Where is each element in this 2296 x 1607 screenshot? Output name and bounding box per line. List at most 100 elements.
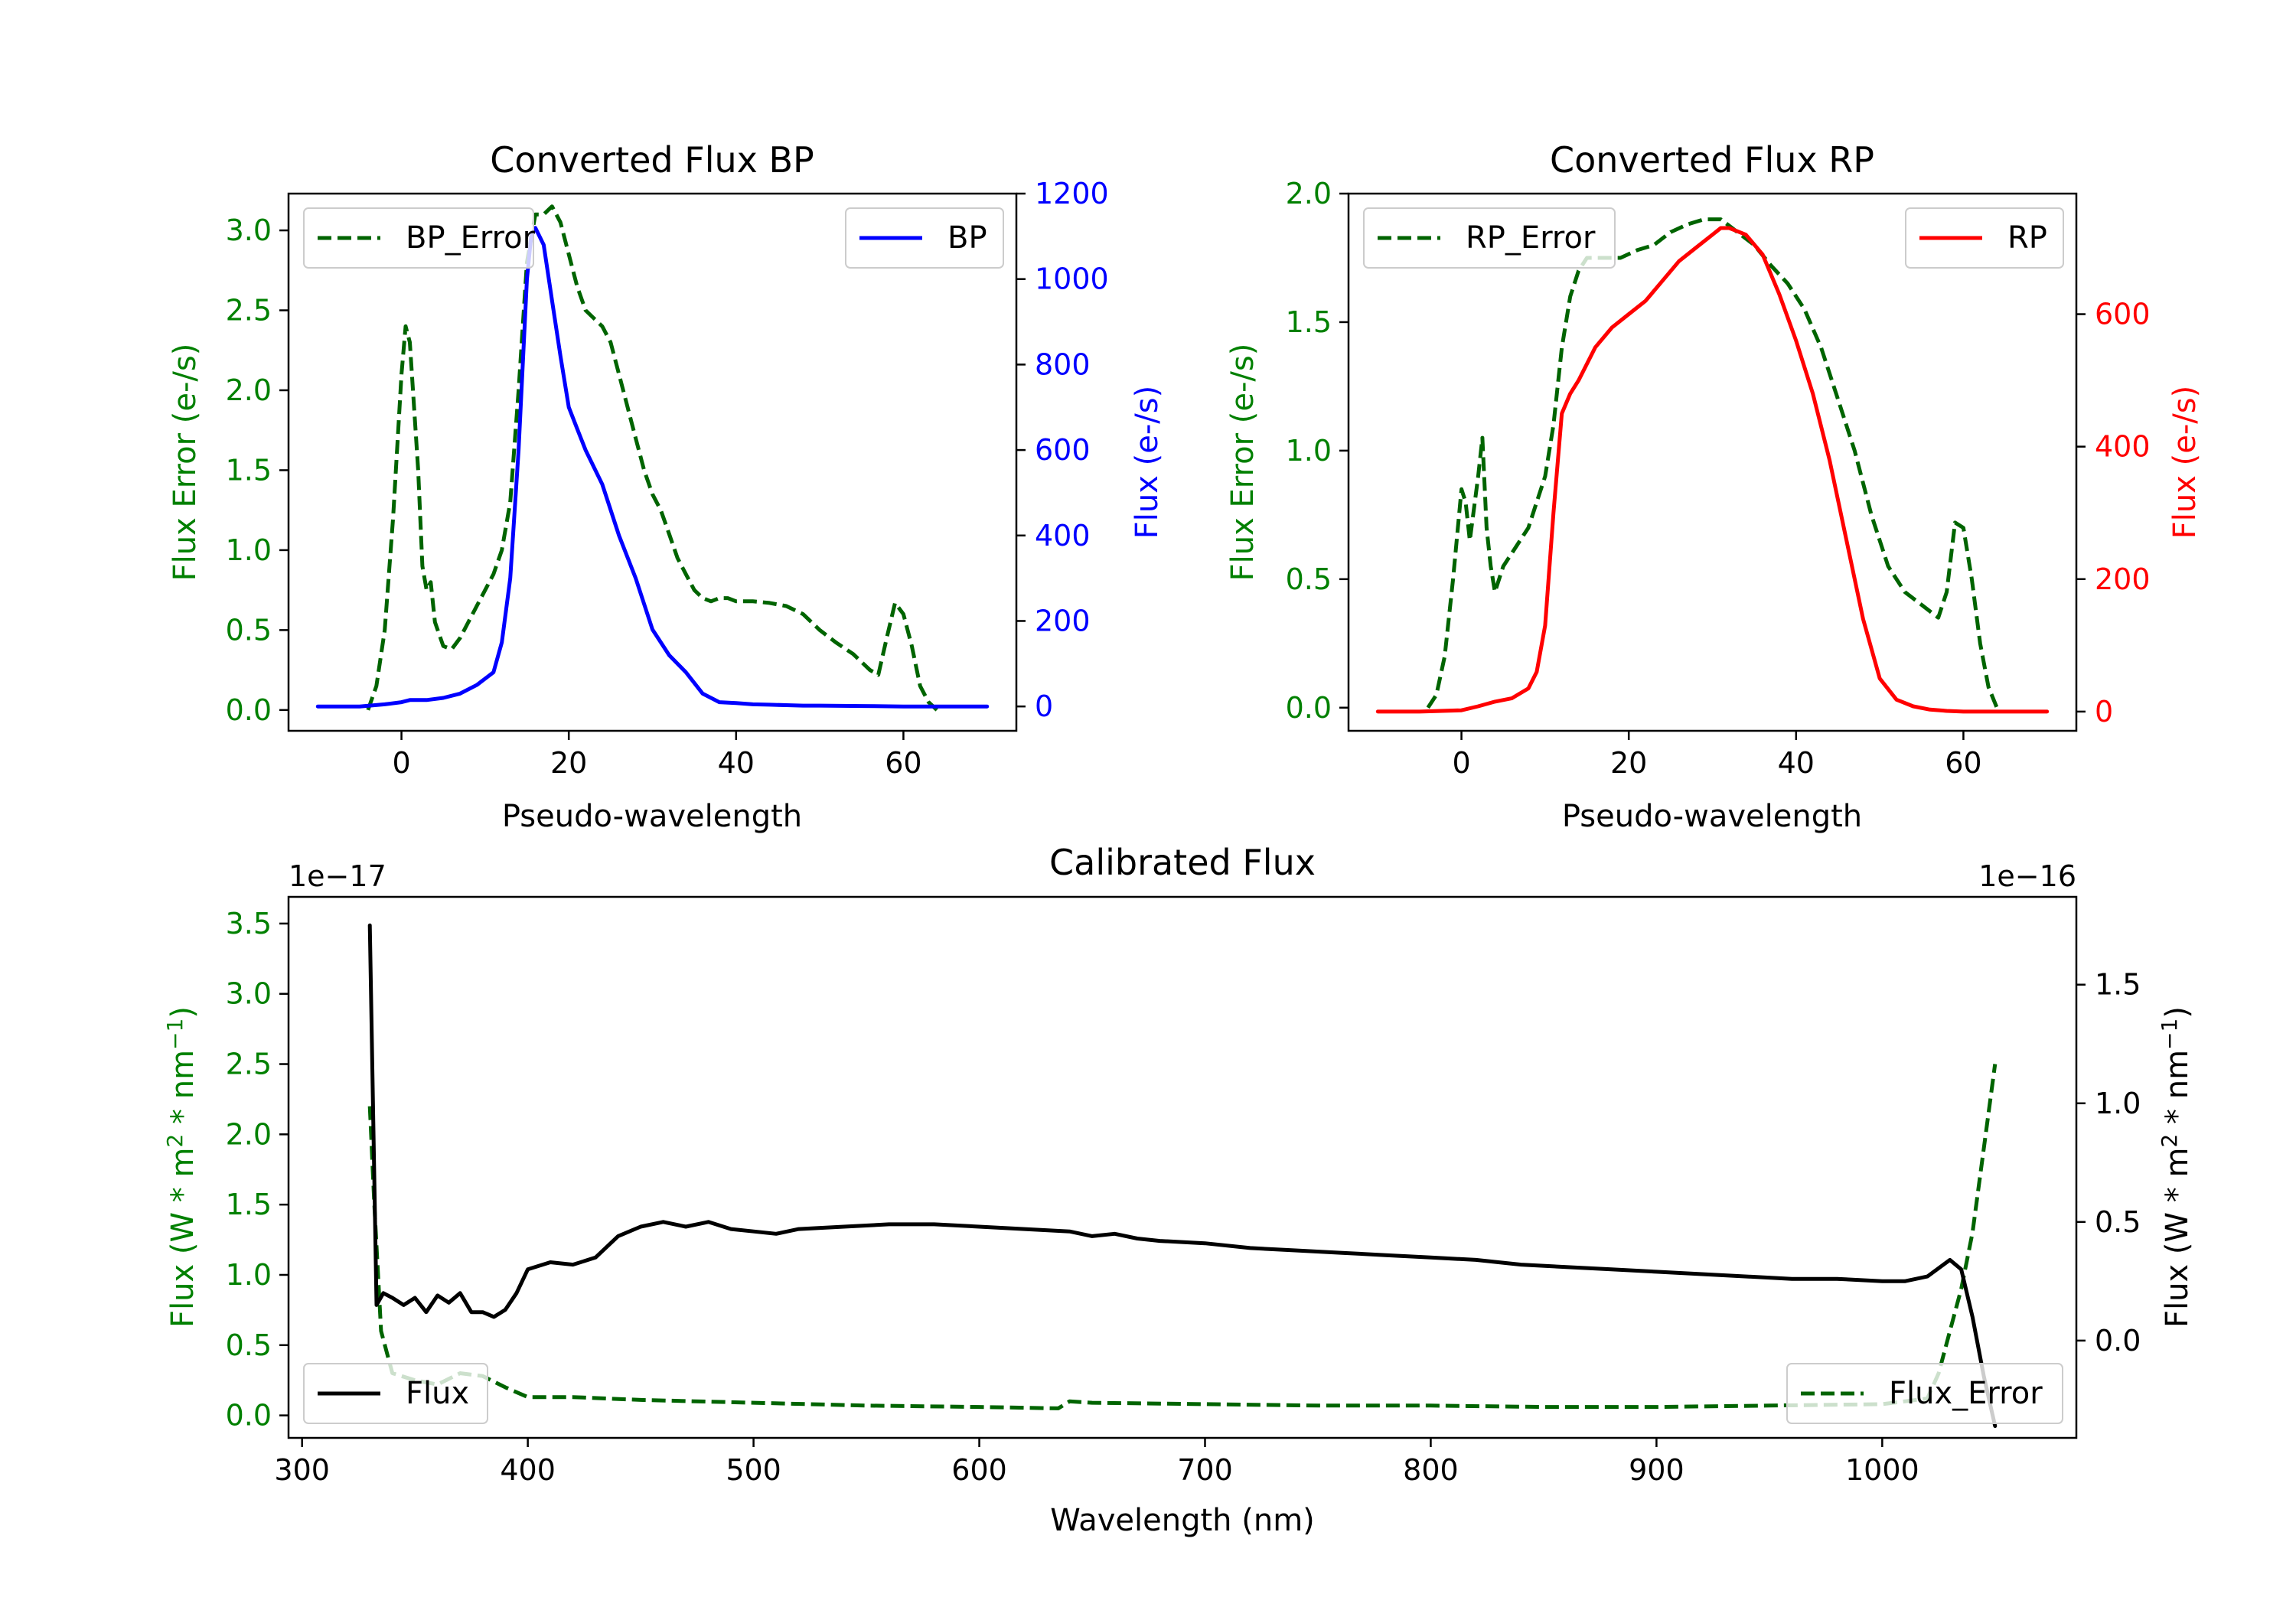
chart-rp-x-tick-label: 40	[1778, 746, 1815, 780]
chart-bp-x-tick-label: 40	[718, 746, 755, 780]
chart-calibrated-series-flux-error	[367, 1064, 1998, 1410]
chart-bp-y-tick-label-right: 200	[1035, 604, 1091, 637]
chart-calibrated-legend-left: Flux	[303, 1363, 488, 1424]
chart-calibrated-legend-left-label: Flux	[406, 1376, 469, 1411]
chart-rp-x-ticks: 0 20 40 60	[1452, 731, 1982, 780]
chart-bp-y-tick-label-left: 3.0	[226, 214, 272, 247]
chart-rp-legend-left-label: RP_Error	[1466, 220, 1596, 256]
chart-calibrated-y-tick-label-left: 2.5	[226, 1048, 272, 1081]
chart-rp-series-rp	[1375, 226, 2050, 714]
chart-rp-y-tick-label-right: 200	[2095, 562, 2151, 596]
chart-calibrated-series	[367, 923, 1998, 1428]
chart-rp-y-tick-label-left: 0.0	[1286, 691, 1332, 725]
chart-bp-frame	[287, 192, 1018, 732]
chart-bp-x-ticks: 0 20 40 60	[392, 731, 922, 780]
chart-rp-x-label: Pseudo-wavelength	[1562, 799, 1862, 834]
chart-rp-y-ticks-right: 0 200 400 600	[2076, 298, 2151, 729]
chart-calibrated-x-tick-label: 600	[951, 1453, 1007, 1487]
chart-bp-series-bp	[315, 226, 990, 709]
chart-calibrated-frame	[287, 895, 2078, 1439]
chart-bp: Converted Flux BP 0 20 40 60 0.0 0.5 1.0 1.5 2.…	[168, 139, 1165, 834]
chart-calibrated-offset-left: 1e−17	[289, 859, 386, 893]
chart-rp: Converted Flux RP 0 20 40 60 0.0 0.5 1.0 1.5 2.…	[1225, 139, 2203, 834]
chart-calibrated-y-tick-label-left: 3.5	[226, 907, 272, 940]
chart-calibrated-y-label-right: Flux (W * m2 * nm−1)	[2157, 1006, 2195, 1328]
chart-rp-x-tick-label: 20	[1610, 746, 1647, 780]
chart-bp-y-tick-label-right: 1000	[1035, 262, 1109, 296]
chart-calibrated-y-tick-label-right: 1.0	[2095, 1087, 2141, 1120]
chart-calibrated-title: Calibrated Flux	[1049, 842, 1316, 883]
chart-bp-series	[315, 204, 990, 712]
chart-bp-y-tick-label-left: 2.0	[226, 373, 272, 407]
chart-calibrated-y-ticks-right: 0.0 0.5 1.0 1.5	[2076, 968, 2141, 1358]
chart-bp-y-label-left: Flux Error (e-/s)	[168, 344, 203, 582]
chart-rp-series-rp-error	[1426, 217, 1999, 709]
chart-bp-y-tick-label-right: 800	[1035, 347, 1091, 381]
chart-rp-x-tick-label: 0	[1452, 746, 1470, 780]
chart-bp-x-label: Pseudo-wavelength	[502, 799, 802, 834]
chart-calibrated-x-tick-label: 800	[1403, 1453, 1459, 1487]
chart-bp-y-tick-label-right: 1200	[1035, 177, 1109, 210]
chart-calibrated-legend-right-label: Flux_Error	[1889, 1376, 2043, 1411]
chart-calibrated-x-tick-label: 700	[1177, 1453, 1233, 1487]
chart-calibrated-y-tick-label-left: 0.0	[226, 1399, 272, 1433]
chart-rp-title: Converted Flux RP	[1550, 139, 1874, 181]
chart-rp-series	[1375, 217, 2050, 714]
chart-bp-y-tick-label-left: 1.5	[226, 453, 272, 487]
chart-rp-y-tick-label-left: 2.0	[1286, 177, 1332, 210]
chart-bp-legend-left-label: BP_Error	[406, 220, 536, 256]
chart-bp-y-tick-label-left: 2.5	[226, 294, 272, 328]
chart-bp-y-tick-label-right: 0	[1035, 689, 1053, 723]
chart-rp-legend-right-label: RP	[2007, 220, 2047, 256]
chart-bp-y-tick-label-left: 1.0	[226, 533, 272, 567]
chart-calibrated: Calibrated Flux 1e−17 1e−16 300 400 500 600…	[162, 842, 2195, 1538]
chart-bp-x-tick-label: 20	[550, 746, 587, 780]
chart-bp-y-tick-label-right: 400	[1035, 519, 1091, 553]
chart-calibrated-offset-right: 1e−16	[1978, 859, 2076, 893]
chart-bp-y-tick-label-right: 600	[1035, 433, 1091, 467]
chart-calibrated-y-tick-label-right: 1.5	[2095, 968, 2141, 1002]
chart-calibrated-y-tick-label-left: 1.5	[226, 1188, 272, 1221]
chart-calibrated-x-label: Wavelength (nm)	[1050, 1503, 1315, 1538]
chart-calibrated-y-label-left: Flux (W * m2 * nm−1)	[162, 1006, 201, 1328]
chart-rp-y-label-right: Flux (e-/s)	[2167, 386, 2203, 539]
chart-bp-series-bp-error	[366, 204, 938, 712]
chart-bp-y-tick-label-left: 0.0	[226, 693, 272, 727]
chart-rp-legend-left: RP_Error	[1363, 207, 1616, 269]
chart-calibrated-x-tick-label: 300	[274, 1453, 330, 1487]
chart-bp-title: Converted Flux BP	[490, 139, 814, 181]
chart-bp-legend-right: BP	[845, 207, 1004, 269]
chart-calibrated-y-tick-label-left: 2.0	[226, 1117, 272, 1151]
chart-calibrated-y-tick-label-left: 0.5	[226, 1328, 272, 1362]
chart-rp-y-tick-label-right: 400	[2095, 430, 2151, 464]
chart-rp-y-tick-label-right: 0	[2095, 695, 2113, 729]
chart-bp-legend-right-label: BP	[947, 220, 987, 256]
chart-rp-y-tick-label-left: 1.5	[1286, 305, 1332, 339]
chart-bp-y-tick-label-left: 0.5	[226, 613, 272, 647]
chart-calibrated-y-ticks-left: 0.0 0.5 1.0 1.5 2.0 2.5 3.0 3.5	[226, 907, 289, 1433]
chart-calibrated-x-tick-label: 400	[500, 1453, 556, 1487]
chart-calibrated-x-tick-label: 1000	[1845, 1453, 1919, 1487]
chart-rp-legend-right: RP	[1905, 207, 2064, 269]
chart-calibrated-y-tick-label-right: 0.0	[2095, 1324, 2141, 1358]
chart-rp-y-label-left: Flux Error (e-/s)	[1225, 344, 1261, 582]
chart-calibrated-y-tick-label-left: 1.0	[226, 1258, 272, 1292]
chart-rp-y-tick-label-left: 1.0	[1286, 434, 1332, 468]
chart-calibrated-x-tick-label: 500	[726, 1453, 781, 1487]
chart-bp-x-tick-label: 60	[885, 746, 921, 780]
chart-calibrated-x-ticks: 300 400 500 600 700 800 900 1000	[274, 1438, 1919, 1487]
chart-rp-y-ticks-left: 0.0 0.5 1.0 1.5 2.0	[1286, 177, 1349, 725]
chart-bp-legend-left: BP_Error	[303, 207, 536, 269]
chart-bp-y-ticks-right: 0 200 400 600 800 1000 1200	[1016, 177, 1109, 723]
chart-rp-y-tick-label-right: 600	[2095, 298, 2151, 331]
chart-rp-x-tick-label: 60	[1945, 746, 1981, 780]
chart-calibrated-y-tick-label-right: 0.5	[2095, 1205, 2141, 1239]
chart-bp-x-tick-label: 0	[392, 746, 410, 780]
chart-calibrated-x-tick-label: 900	[1629, 1453, 1684, 1487]
chart-calibrated-y-tick-label-left: 3.0	[226, 977, 272, 1011]
chart-bp-y-ticks-left: 0.0 0.5 1.0 1.5 2.0 2.5 3.0	[226, 214, 289, 727]
chart-rp-frame	[1347, 192, 2078, 732]
chart-calibrated-legend-right: Flux_Error	[1786, 1363, 2063, 1424]
chart-calibrated-series-flux	[367, 923, 1998, 1428]
